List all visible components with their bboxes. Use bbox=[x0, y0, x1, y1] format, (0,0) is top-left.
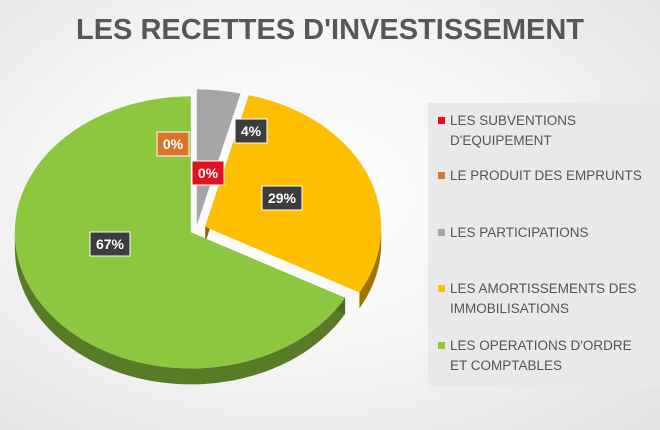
data-label-text: 0% bbox=[163, 136, 184, 152]
data-label-les-operations-d-ordre-et-comptables: 67% bbox=[89, 231, 131, 257]
legend-label-operations: LES OPERATIONS D'ORDRE ET COMPTABLES bbox=[450, 338, 632, 373]
data-label-les-subventions-d-equipement: 0% bbox=[191, 160, 225, 186]
legend-label-participations: LES PARTICIPATIONS bbox=[450, 225, 589, 240]
data-labels: 0% 0% 4% 29% 67% bbox=[89, 118, 303, 257]
legend: LES SUBVENTIONS D'EQUIPEMENT LE PRODUIT … bbox=[428, 103, 660, 386]
legend-swatch-amortissements bbox=[438, 285, 445, 292]
pie-slice-les-operations-d-ordre-et-comptables bbox=[14, 96, 346, 369]
data-label-text: 0% bbox=[198, 165, 219, 181]
data-label-text: 67% bbox=[96, 236, 125, 252]
data-label-box bbox=[234, 118, 268, 144]
data-label-box bbox=[89, 231, 131, 257]
data-label-les-amortissements-des-immobilisations: 29% bbox=[261, 185, 303, 211]
chart-title: LES RECETTES D'INVESTISSEMENT bbox=[75, 14, 585, 46]
pie-side-les-amortissements-des-immobilisations bbox=[359, 226, 382, 309]
legend-label-amortissements: LES AMORTISSEMENTS DES IMMOBILISATIONS bbox=[450, 281, 637, 316]
data-label-les-participations: 4% bbox=[234, 118, 268, 144]
legend-swatch-operations bbox=[438, 342, 445, 349]
data-label-text: 29% bbox=[268, 190, 297, 206]
data-label-box bbox=[156, 131, 190, 157]
legend-swatch-subventions bbox=[438, 117, 445, 124]
data-label-box bbox=[261, 185, 303, 211]
legend-swatch-emprunts bbox=[438, 172, 445, 179]
pie-slice-les-participations bbox=[196, 89, 241, 226]
legend-label-subventions: LES SUBVENTIONS D'EQUIPEMENT bbox=[450, 113, 577, 148]
legend-swatch-participations bbox=[438, 229, 445, 236]
data-label-text: 4% bbox=[241, 123, 262, 139]
data-label-box bbox=[191, 160, 225, 186]
data-label-le-produit-des-emprunts: 0% bbox=[156, 131, 190, 157]
legend-label-emprunts: LE PRODUIT DES EMPRUNTS bbox=[450, 168, 642, 183]
